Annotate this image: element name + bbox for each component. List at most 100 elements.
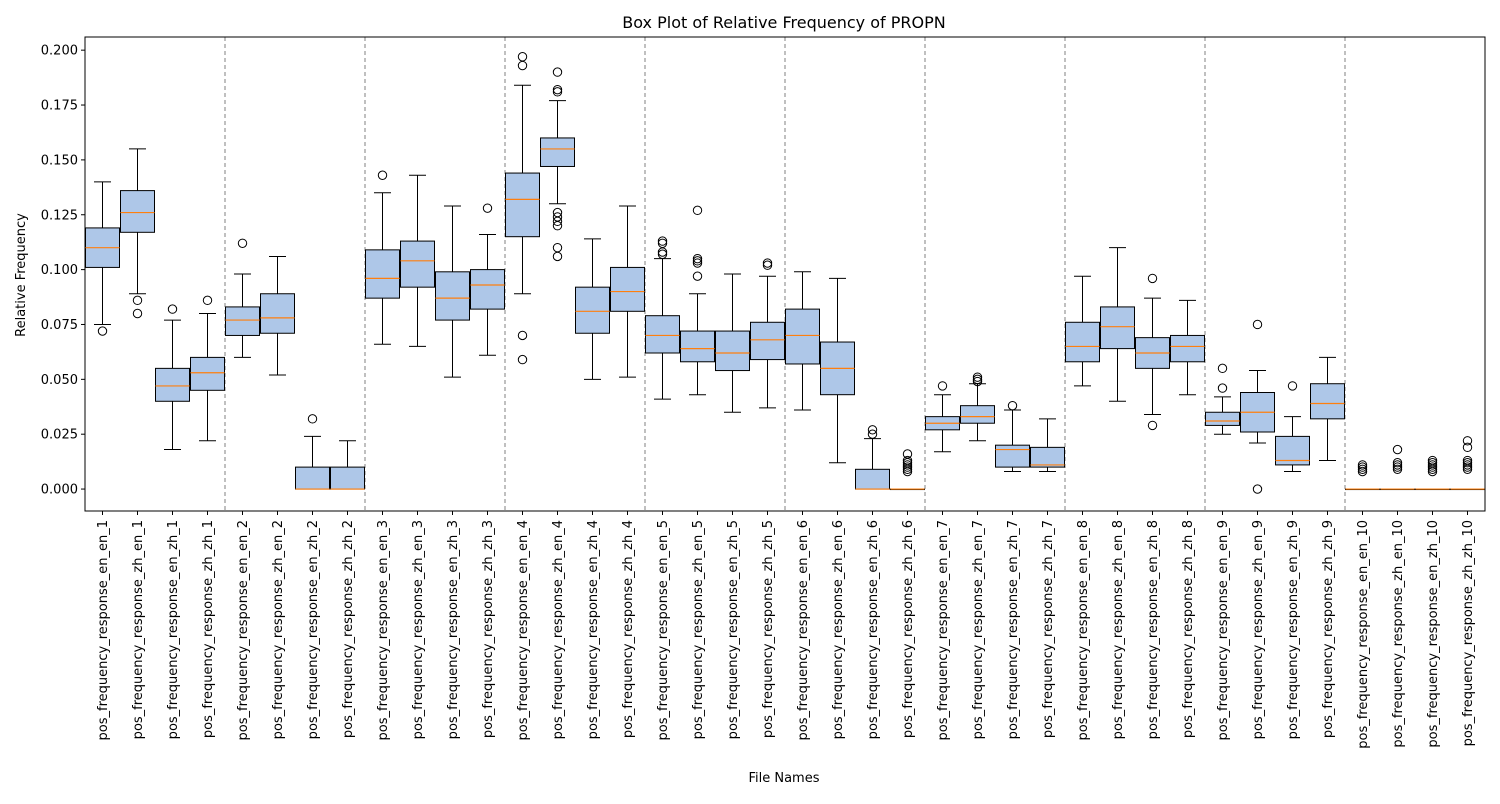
x-tick-label: pos_frequency_response_zh_zh_1 — [201, 520, 216, 738]
outlier-point — [1427, 462, 1438, 472]
x-tick-label: pos_frequency_response_zh_en_7 — [971, 520, 986, 739]
x-tick-label: pos_frequency_response_zh_zh_4 — [621, 520, 636, 738]
outlier-point — [132, 308, 143, 319]
box-pos_frequency_response_zh_en_5 — [680, 330, 715, 363]
outlier-point — [657, 238, 668, 248]
x-tick-label: pos_frequency_response_en_zh_3 — [446, 520, 461, 739]
outlier-point — [692, 258, 703, 268]
box-pos_frequency_response_zh_en_3 — [400, 240, 435, 288]
outlier-point — [552, 216, 563, 227]
outlier-point — [1392, 462, 1403, 472]
outlier-point — [1217, 383, 1228, 393]
box-pos_frequency_response_en_en_4 — [505, 172, 540, 238]
plot-frame — [84, 36, 1486, 512]
y-tick-label: 0.175 — [41, 99, 78, 114]
box-pos_frequency_response_zh_en_8 — [1100, 306, 1135, 350]
box-pos_frequency_response_en_en_9 — [1205, 411, 1240, 426]
y-tick-label: 0.050 — [41, 373, 78, 388]
box-pos_frequency_response_zh_zh_7 — [1030, 446, 1065, 468]
x-tick-label: pos_frequency_response_zh_en_4 — [551, 520, 566, 739]
x-tick-label: pos_frequency_response_zh_en_3 — [411, 520, 426, 739]
outlier-point — [1357, 462, 1368, 472]
y-tick-label: 0.150 — [41, 153, 78, 168]
x-tick-label: pos_frequency_response_en_zh_2 — [306, 520, 321, 739]
outlier-point — [1392, 460, 1403, 470]
outlier-point — [972, 372, 983, 382]
outlier-point — [1462, 436, 1473, 446]
outlier-point — [1217, 363, 1228, 374]
box-pos_frequency_response_zh_en_2 — [260, 293, 295, 334]
outlier-point — [517, 60, 528, 71]
outlier-point — [1462, 442, 1473, 453]
box-pos_frequency_response_zh_zh_2 — [330, 466, 365, 490]
outlier-point — [552, 242, 563, 253]
outlier-point — [517, 52, 528, 62]
outlier-point — [1462, 462, 1473, 472]
x-tick-label: pos_frequency_response_en_zh_8 — [1146, 520, 1161, 739]
x-tick-label: pos_frequency_response_en_en_4 — [516, 520, 531, 740]
outlier-point — [692, 253, 703, 264]
outlier-point — [552, 67, 563, 77]
outlier-point — [517, 354, 528, 365]
plot-area: 0.000 0.025 0.050 0.075 0.100 0.125 0.150 0.175… — [41, 36, 1486, 749]
box-pos_frequency_response_en_zh_1 — [155, 367, 190, 402]
box-pos_frequency_response_zh_zh_8 — [1170, 334, 1205, 363]
outlier-point — [237, 238, 248, 248]
outlier-point — [972, 374, 983, 385]
x-tick-label: pos_frequency_response_en_zh_6 — [866, 520, 881, 739]
outlier-point — [762, 260, 773, 270]
outlier-point — [1357, 460, 1368, 470]
chart-title: Box Plot of Relative Frequency of PROPN — [622, 13, 945, 32]
box-pos_frequency_response_en_zh_3 — [435, 271, 470, 321]
box-pos_frequency_response_zh_zh_9 — [1310, 383, 1345, 420]
outlier-point — [1427, 466, 1438, 477]
outlier-point — [1287, 381, 1298, 391]
box-pos_frequency_response_en_zh_7 — [995, 444, 1030, 468]
outlier-point — [902, 462, 913, 472]
outlier-point — [377, 170, 388, 180]
x-tick-label: pos_frequency_response_zh_en_5 — [691, 520, 706, 739]
y-axis-label: Relative Frequency — [14, 213, 29, 337]
x-tick-label: pos_frequency_response_en_zh_7 — [1006, 520, 1021, 739]
outlier-point — [1252, 484, 1263, 494]
outlier-point — [902, 460, 913, 470]
box-pos_frequency_response_en_en_8 — [1065, 321, 1100, 363]
outlier-point — [307, 414, 318, 424]
outlier-point — [132, 295, 143, 306]
outlier-point — [972, 376, 983, 387]
outlier-point — [1147, 273, 1158, 284]
x-axis-label: File Names — [748, 771, 819, 786]
outlier-point — [552, 221, 563, 231]
outlier-point — [1392, 464, 1403, 475]
x-tick-label: pos_frequency_response_zh_zh_8 — [1181, 520, 1196, 738]
x-tick-label: pos_frequency_response_en_zh_4 — [586, 520, 601, 739]
x-tick-label: pos_frequency_response_zh_en_10 — [1391, 520, 1406, 748]
outlier-point — [1392, 444, 1403, 455]
x-tick-label: pos_frequency_response_zh_en_2 — [271, 520, 286, 739]
outlier-point — [657, 249, 668, 259]
outlier-point — [482, 203, 493, 213]
outlier-point — [692, 205, 703, 216]
x-tick-label: pos_frequency_response_en_en_7 — [936, 520, 951, 740]
y-tick-label: 0.125 — [41, 208, 78, 223]
outlier-point — [937, 381, 948, 391]
x-tick-label: pos_frequency_response_en_en_10 — [1356, 520, 1371, 749]
x-tick-label: pos_frequency_response_en_en_2 — [236, 520, 251, 740]
outlier-point — [552, 251, 563, 262]
x-tick-label: pos_frequency_response_zh_zh_7 — [1041, 520, 1056, 738]
outlier-point — [1147, 420, 1158, 431]
x-tick-label: pos_frequency_response_zh_zh_6 — [901, 520, 916, 738]
outlier-point — [167, 304, 178, 314]
x-tick-label: pos_frequency_response_en_en_3 — [376, 520, 391, 740]
x-tick-label: pos_frequency_response_en_zh_10 — [1426, 520, 1441, 748]
x-tick-label: pos_frequency_response_en_en_9 — [1216, 520, 1231, 740]
outlier-point — [762, 258, 773, 268]
box-pos_frequency_response_en_zh_4 — [575, 286, 610, 334]
outlier-point — [1357, 466, 1368, 477]
outlier-point — [1427, 464, 1438, 475]
x-tick-label: pos_frequency_response_en_en_6 — [796, 520, 811, 740]
outlier-point — [1357, 464, 1368, 475]
box-pos_frequency_response_zh_en_4 — [540, 137, 575, 167]
outlier-point — [552, 84, 563, 95]
outlier-point — [902, 466, 913, 477]
